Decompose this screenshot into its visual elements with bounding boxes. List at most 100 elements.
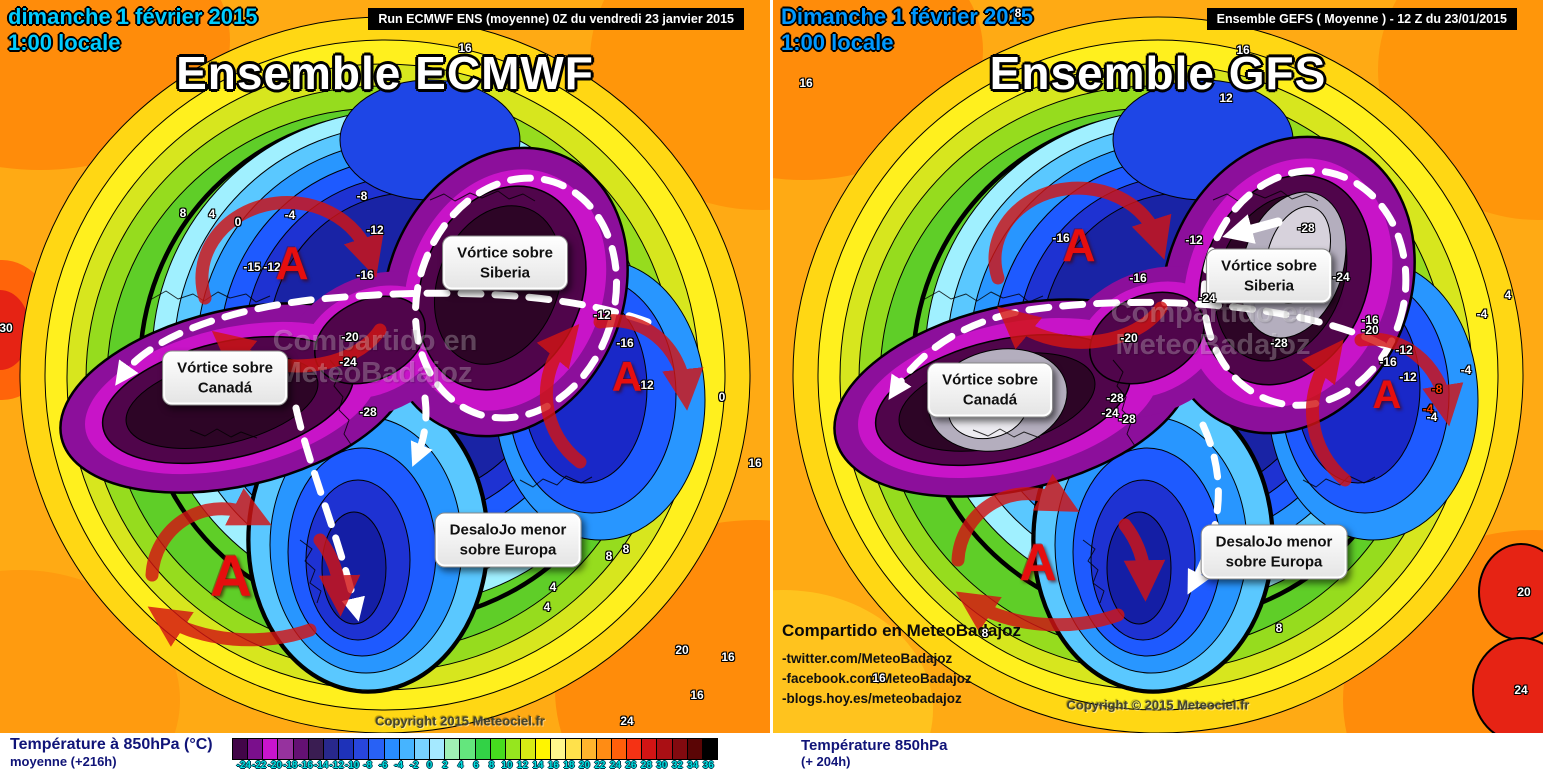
contour-value-label: -16 — [1361, 313, 1379, 327]
watermark-right: Compartido en MeteoBadajoz — [1110, 297, 1316, 361]
colorbar-cell — [657, 739, 673, 759]
copyright-right: Copyright © 2015 Meteociel.fr — [1066, 697, 1250, 713]
colorbar-cell — [642, 739, 658, 759]
anticyclone-circulation-arrows — [145, 196, 704, 647]
copyright-left: Copyright 2015 Meteociel.fr — [375, 713, 545, 729]
colorbar-tick-label: 32 — [671, 760, 683, 771]
contour-value-label: -28 — [359, 405, 377, 419]
contour-value-label: 16 — [690, 688, 704, 702]
colorbar-tick-label: 8 — [488, 760, 495, 771]
colorbar-cell — [566, 739, 582, 759]
watermark-left: Compartido en MeteoBadajoz — [272, 325, 478, 389]
contour-value-label: -4 — [284, 208, 296, 222]
contour-value-label: -4 — [1426, 410, 1438, 424]
colorbar-cell — [384, 739, 400, 759]
contour-value-label: 24 — [620, 714, 634, 728]
contour-value-label: 4 — [208, 207, 216, 221]
colorbar-cell — [278, 739, 294, 759]
contour-value-label: -28 — [1118, 412, 1136, 426]
colorbar-cell — [702, 739, 717, 759]
contour-value-label: -24 — [1198, 291, 1216, 305]
contour-value-label: -8 — [356, 189, 368, 203]
colorbar-cell — [248, 739, 264, 759]
contour-value-label: 4 — [549, 580, 557, 594]
contour-value-label: 8 — [1014, 6, 1022, 20]
run-info-left: Run ECMWF ENS (moyenne) 0Z du vendredi 2… — [368, 8, 744, 30]
colorbar-tick-label: 14 — [532, 760, 544, 771]
colorbar-tick-label: -24 — [236, 760, 251, 771]
colorbar-cell — [490, 739, 506, 759]
contour-value-label: 16 — [458, 41, 472, 55]
colorbar-cell — [339, 739, 355, 759]
colorbar-tick-label: -2 — [409, 760, 419, 771]
contour-value-label: -4 — [1476, 307, 1488, 321]
coastlines — [922, 190, 1376, 604]
colorbar-cell — [672, 739, 688, 759]
warm-region — [773, 0, 1543, 733]
date-time-left: dimanche 1 février 2015 1:00 locale — [8, 4, 257, 56]
contour-value-label: -16 — [616, 336, 634, 350]
contour-value-label: -16 — [1379, 355, 1397, 369]
colorbar-cell — [233, 739, 249, 759]
siberia-vortex-dashes — [411, 174, 621, 422]
colorbar-tick-label: 18 — [563, 760, 575, 771]
colorbar-cell — [536, 739, 552, 759]
contour-value-label: -4 — [1422, 402, 1434, 416]
contour-value-label: -16 — [1052, 231, 1070, 245]
ecmwf-panel: dimanche 1 février 2015 1:00 locale Run … — [0, 0, 770, 733]
colorbar-tick-label: -18 — [282, 760, 298, 771]
colorbar-tick-label: 22 — [594, 760, 606, 771]
contour-value-label: -12 — [366, 223, 384, 237]
legend-title-left: Température à 850hPa (°C) — [10, 736, 213, 753]
colorbar-cell — [611, 739, 628, 759]
colorbar-cell — [354, 739, 370, 759]
panel-title-left: Ensemble ECMWF — [176, 47, 594, 99]
contour-value-label: -24 — [339, 355, 357, 369]
contour-value-label: 0 — [718, 390, 726, 404]
colorbar-tick-label: -20 — [267, 760, 282, 771]
colorbar-tick-label: 30 — [656, 760, 668, 771]
colorbar-cell — [475, 739, 491, 759]
high-pressure-marker: A — [1019, 534, 1057, 592]
canada-flow-arrow — [888, 298, 1387, 400]
contour-value-label: 30 — [0, 321, 13, 335]
colorbar-cell — [520, 739, 537, 759]
colorbar-tick-label: 10 — [501, 760, 513, 771]
annotation-siberia-vortex: Vórtice sobre Siberia — [442, 235, 568, 291]
colorbar-tick-label: 6 — [473, 760, 479, 771]
colorbar-cell — [263, 739, 279, 759]
contour-value-label: 20 — [1517, 585, 1531, 599]
colorbar-cell — [505, 739, 521, 759]
contour-value-label: -12 — [593, 308, 611, 322]
colorbar-left — [232, 738, 718, 760]
colorbar-cell — [369, 739, 385, 759]
time-line: 1:00 locale — [781, 29, 894, 55]
colorbar-tick-label: -4 — [394, 760, 404, 771]
contour-value-label: 8 — [622, 542, 630, 556]
colorbar-tick-label: 2 — [442, 760, 448, 771]
contour-value-label: -8 — [1431, 382, 1443, 396]
colorbar-cell — [399, 739, 415, 759]
colorbar-tick-label: 34 — [687, 760, 699, 771]
contour-value-label: -28 — [1270, 336, 1288, 350]
colorbar-cell — [581, 739, 597, 759]
canada-flow-arrow — [115, 289, 652, 386]
colorbar-tick-label: -8 — [363, 760, 373, 771]
contour-value-label: -15 — [243, 260, 261, 274]
siberia-inner-arrow — [1222, 214, 1283, 244]
contour-value-label: 16 — [1236, 43, 1250, 57]
colorbar-cell — [414, 739, 431, 759]
legend-subtitle-left: moyenne (+216h) — [10, 754, 117, 769]
contour-value-label: 16 — [872, 671, 886, 685]
high-pressure-marker: A — [1372, 373, 1402, 417]
contour-value-label: 8 — [1275, 621, 1283, 635]
colorbar-tick-label: 24 — [609, 760, 621, 771]
colorbar-cell — [323, 739, 340, 759]
colorbar-tick-label: -10 — [344, 760, 360, 771]
contour-value-label: 4 — [1504, 288, 1512, 302]
high-pressure-marker: A — [611, 353, 643, 400]
colorbar-tick-label: 16 — [547, 760, 559, 771]
share-link-twitter: -twitter.com/MeteoBadajoz — [782, 651, 953, 666]
date-line: dimanche 1 février 2015 — [8, 4, 258, 29]
